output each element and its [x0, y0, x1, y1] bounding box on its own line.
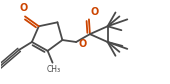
Text: O: O	[91, 7, 99, 17]
Text: O: O	[20, 3, 28, 13]
Text: CH₃: CH₃	[46, 65, 61, 74]
Text: O: O	[78, 39, 86, 49]
